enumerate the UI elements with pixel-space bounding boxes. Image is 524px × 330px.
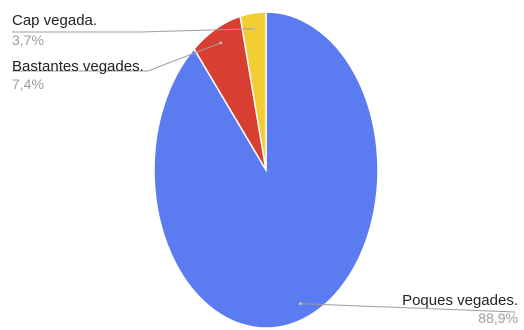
slice-label-bastantes: Bastantes vegades. — [12, 58, 144, 75]
leader-dot-bastantes — [219, 41, 222, 44]
pie-slices — [154, 12, 378, 328]
slice-percent-poques: 88,9% — [478, 310, 518, 326]
slice-label-cap: Cap vegada. — [12, 12, 97, 29]
leader-dot-cap — [253, 27, 256, 30]
leader-dot-poques — [299, 302, 302, 305]
slice-label-poques: Poques vegades. — [402, 292, 518, 309]
slice-percent-bastantes: 7,4% — [12, 76, 44, 92]
slice-percent-cap: 3,7% — [12, 32, 44, 48]
